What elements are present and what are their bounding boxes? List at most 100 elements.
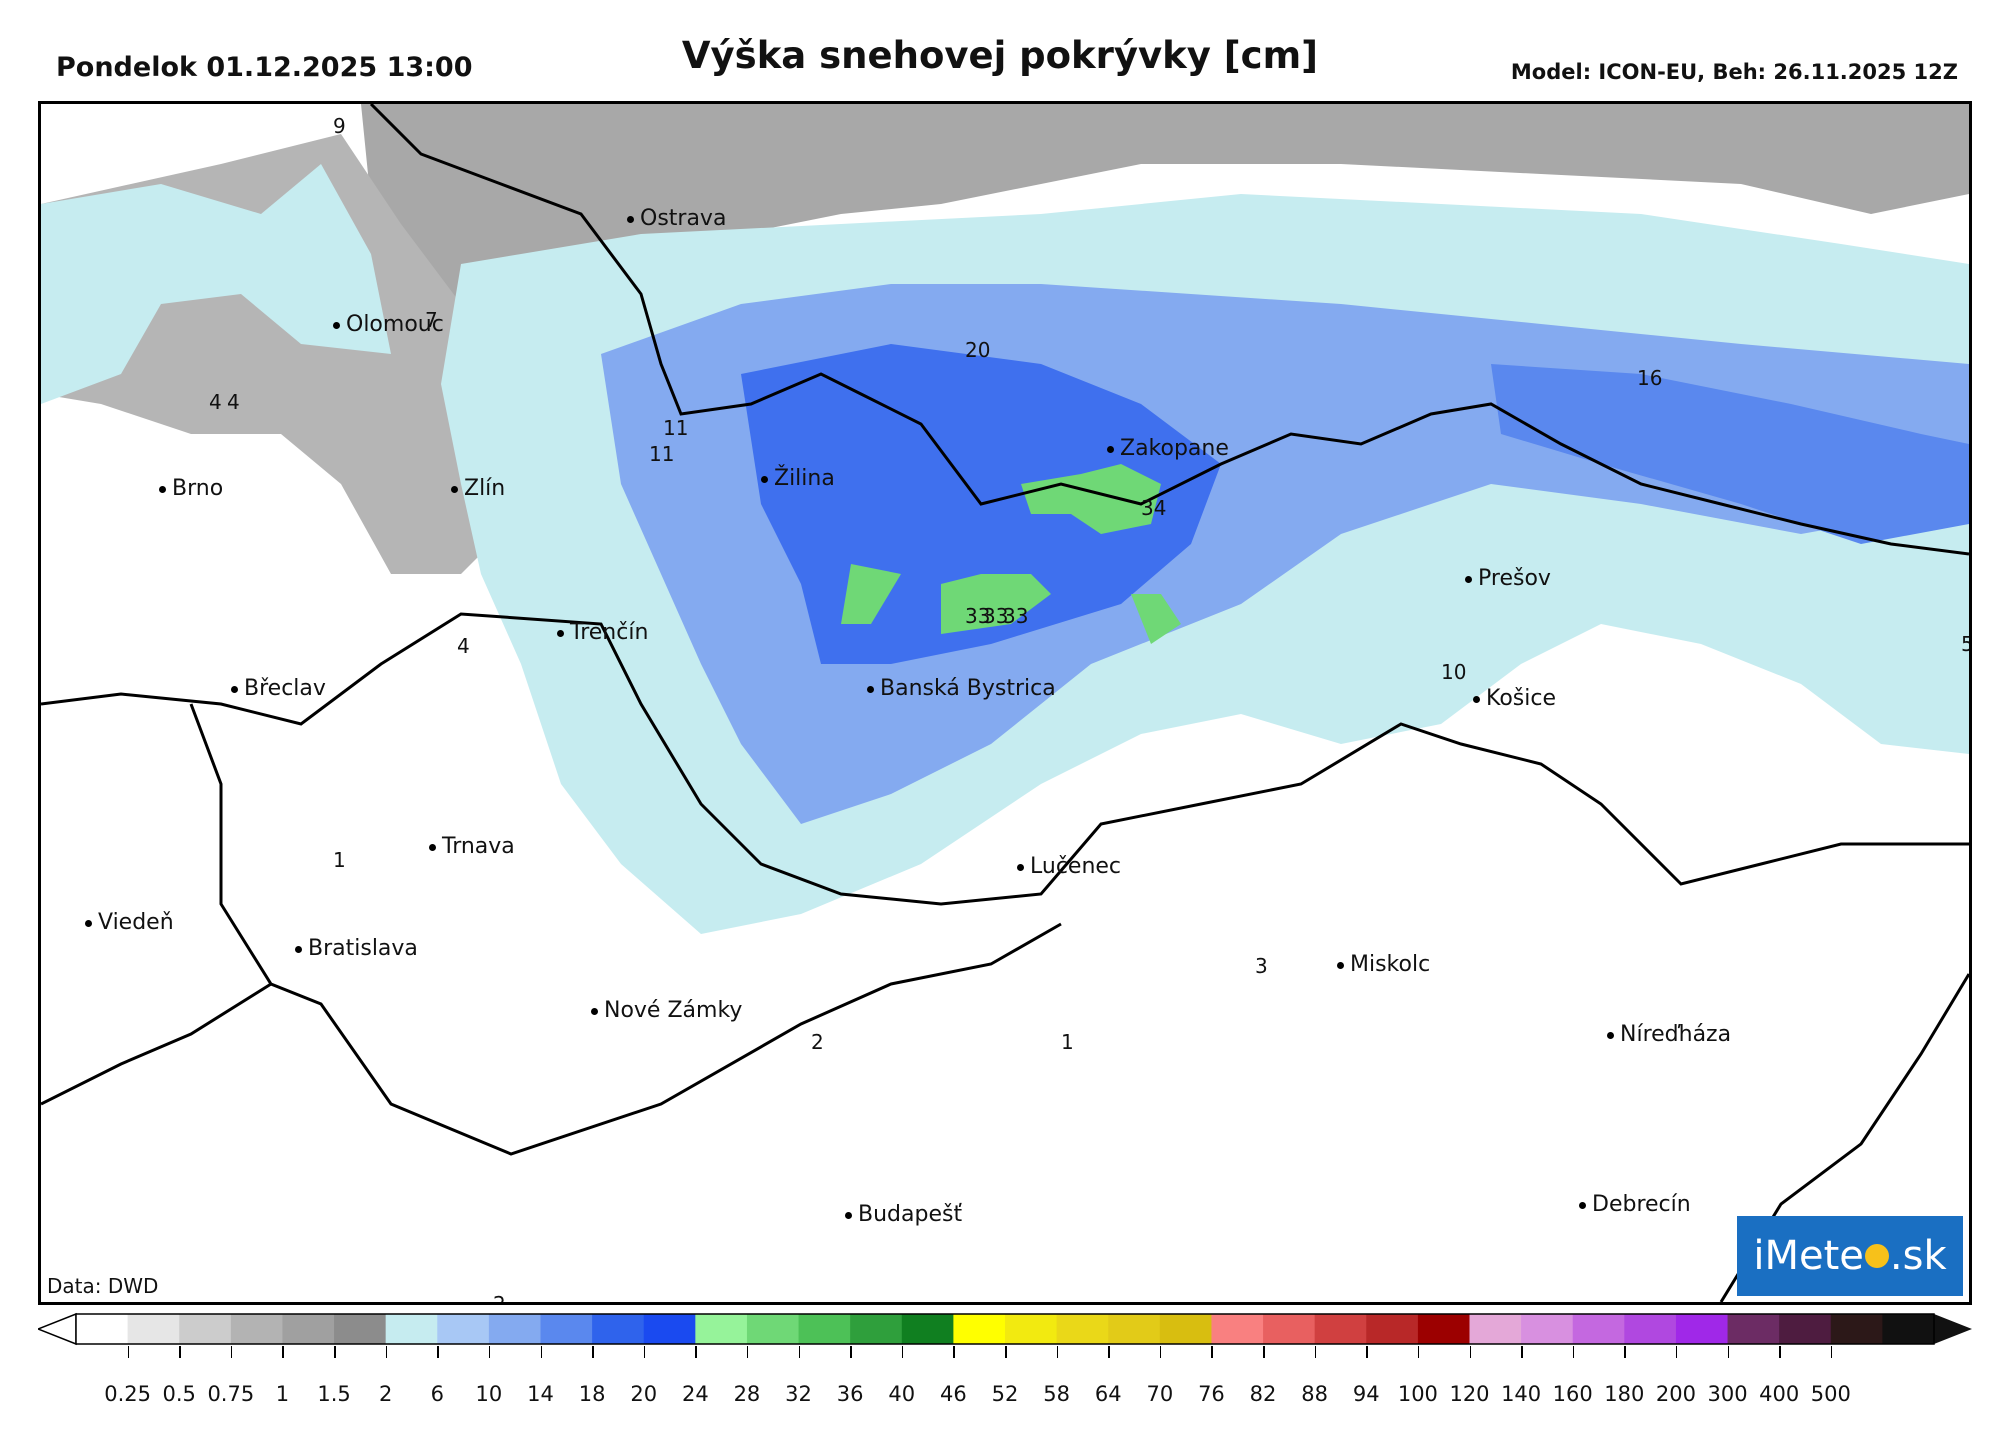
city-label: Zlín (464, 476, 506, 501)
city-nove-zamky: Nové Zámky (591, 1000, 742, 1022)
city-label: Břeclav (244, 676, 326, 701)
colorbar-tick (540, 1346, 542, 1358)
colorbar-tick (643, 1346, 646, 1358)
city-dot (845, 1211, 852, 1219)
model-run: Model: ICON-EU, Beh: 26.11.2025 12Z (1510, 60, 1958, 84)
city-breclav: Břeclav (231, 678, 326, 700)
colorbar-swatch (695, 1314, 748, 1344)
city-dot (1337, 961, 1344, 969)
colorbar-tick (1521, 1346, 1523, 1358)
city-label: Žilina (774, 466, 835, 491)
colorbar-tick (1366, 1346, 1368, 1358)
colorbar-tick-label: 140 (1501, 1382, 1542, 1406)
colorbar-swatch (1417, 1314, 1470, 1344)
value-label: 33 (965, 604, 991, 628)
colorbar-swatch (1469, 1314, 1522, 1344)
colorbar-svg (38, 1312, 1972, 1346)
city-label: Níreďháza (1620, 1022, 1732, 1047)
colorbar-tick (1469, 1346, 1471, 1358)
colorbar-arrow-left (38, 1312, 77, 1346)
city-label: Viedeň (98, 910, 174, 935)
city-label: Debrecín (1592, 1192, 1691, 1217)
imeteo-logo[interactable]: iMete .sk (1737, 1216, 1963, 1296)
colorbar-tick (1675, 1346, 1678, 1358)
colorbar-tick-label: 28 (733, 1382, 761, 1406)
colorbar-swatch (230, 1314, 283, 1344)
city-budapest: Budapešť (845, 1204, 962, 1226)
colorbar-swatch (1830, 1314, 1883, 1344)
city-zlin: Zlín (451, 478, 505, 500)
colorbar-tick-label: 1 (275, 1382, 290, 1406)
city-label: Budapešť (858, 1202, 963, 1227)
city-dot (85, 919, 92, 927)
colorbar-tick-label: 1.5 (317, 1382, 351, 1406)
colorbar-tick (746, 1346, 749, 1358)
colorbar-tick-label: 14 (527, 1382, 554, 1406)
colorbar-tick-label: 100 (1397, 1382, 1438, 1406)
city-zakopane: Zakopane (1107, 438, 1229, 460)
city-dot (295, 945, 302, 953)
city-label: Olomouc (346, 312, 444, 337)
snow-region-green-4 (1131, 594, 1181, 644)
colorbar-swatch (1624, 1314, 1677, 1344)
city-label: Miskolc (1350, 952, 1431, 977)
colorbar-tick (695, 1346, 697, 1358)
colorbar-swatch (488, 1314, 541, 1344)
city-label: Lučenec (1030, 854, 1122, 879)
snow-region-east-deep-blue (1491, 364, 1969, 544)
colorbar-swatch (643, 1314, 696, 1344)
value-label: 4 (209, 390, 222, 414)
city-label: Ostrava (640, 206, 727, 231)
colorbar-swatch (1366, 1314, 1419, 1344)
colorbar-tick (488, 1346, 491, 1358)
colorbar-frame (75, 1313, 1935, 1345)
colorbar-tick-label: 0.5 (162, 1382, 196, 1406)
city-dot (557, 629, 564, 637)
value-label: 2 (811, 1030, 824, 1054)
colorbar-tick (1159, 1346, 1162, 1358)
valid-time: Pondelok 01.12.2025 13:00 (56, 52, 473, 83)
value-label: 33 (1003, 604, 1029, 628)
value-label: 4 (457, 634, 470, 658)
colorbar-tick (437, 1346, 439, 1358)
border-hu-at (189, 703, 1062, 1156)
value-label: 11 (663, 416, 689, 440)
colorbar-swatch (850, 1314, 903, 1344)
colorbar-tick-label: 46 (940, 1382, 967, 1406)
colorbar-tick-label: 24 (681, 1382, 709, 1406)
city-label: Bratislava (308, 936, 418, 961)
colorbar-swatch (746, 1314, 800, 1344)
colorbar-tick (1417, 1346, 1420, 1358)
value-label: 10 (1441, 660, 1467, 684)
value-label: 1 (333, 848, 346, 872)
colorbar-tick (282, 1346, 284, 1358)
city-dot (591, 1007, 598, 1015)
colorbar-swatch (76, 1314, 129, 1344)
colorbar-tick-label: 36 (836, 1382, 864, 1406)
colorbar-swatch (179, 1314, 232, 1344)
colorbar-tick (953, 1346, 955, 1358)
snow-depth-map[interactable]: Ostrava Olomouc Brno Zlín Žilina Zakopan… (38, 101, 1972, 1305)
logo-text-right: .sk (1889, 1233, 1947, 1279)
city-label: Prešov (1478, 566, 1551, 591)
colorbar-swatch (1779, 1314, 1832, 1344)
city-dot (1473, 695, 1480, 703)
colorbar-swatch (437, 1314, 490, 1344)
city-label: Trenčín (570, 620, 649, 645)
colorbar-tick-label: 20 (630, 1382, 658, 1406)
colorbar-tick-label: 2 (378, 1382, 393, 1406)
border-at-cz (41, 982, 272, 1106)
city-lucenec: Lučenec (1017, 856, 1121, 878)
city-ostrava: Ostrava (627, 208, 726, 230)
city-dot (159, 485, 166, 493)
city-kosice: Košice (1473, 688, 1556, 710)
colorbar-tick (798, 1346, 801, 1358)
city-dot (761, 475, 768, 483)
city-trencin: Trenčín (557, 622, 648, 644)
colorbar-tick-label: 40 (888, 1382, 916, 1406)
colorbar-swatch (1108, 1314, 1161, 1344)
city-dot (867, 685, 874, 693)
value-label: 5 (1961, 634, 1969, 654)
city-vieden: Viedeň (85, 912, 174, 934)
colorbar-tick-label: 180 (1604, 1382, 1645, 1406)
